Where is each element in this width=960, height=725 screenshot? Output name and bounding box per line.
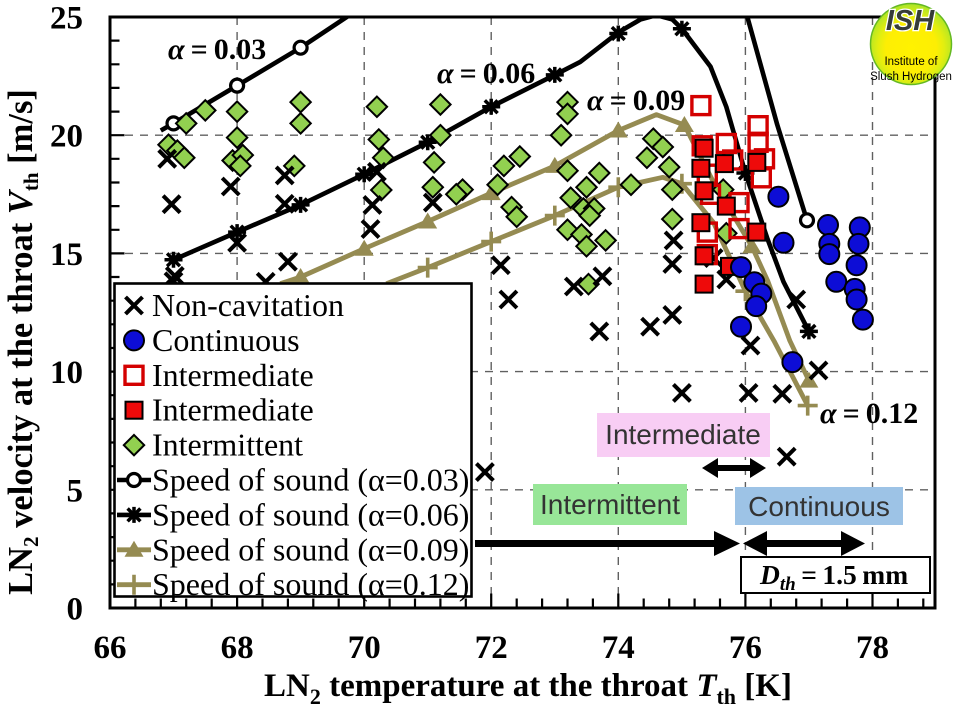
svg-text:72: 72 [475, 630, 508, 666]
svg-text:10: 10 [50, 355, 83, 391]
svg-text:66: 66 [94, 630, 127, 666]
svg-text:Continuous: Continuous [152, 322, 300, 358]
svg-text:5: 5 [67, 473, 84, 509]
svg-text:Slush Hydrogen: Slush Hydrogen [870, 71, 952, 83]
svg-text:α = 0.09: α = 0.09 [587, 84, 685, 117]
svg-text:20: 20 [50, 119, 83, 155]
svg-text:Speed of sound (α=0.03): Speed of sound (α=0.03) [152, 462, 469, 498]
svg-text:Speed of sound (α=0.06): Speed of sound (α=0.06) [152, 496, 469, 532]
svg-text:Intermediate: Intermediate [152, 392, 314, 428]
svg-text:Intermittent: Intermittent [152, 427, 303, 463]
svg-text:Intermediate: Intermediate [152, 357, 314, 393]
svg-text:0: 0 [67, 592, 84, 628]
svg-text:Institute of: Institute of [884, 56, 938, 68]
svg-text:α = 0.03: α = 0.03 [168, 33, 266, 66]
svg-text:15: 15 [50, 237, 83, 273]
svg-text:α = 0.06: α = 0.06 [437, 57, 535, 90]
svg-text:Intermittent: Intermittent [540, 489, 680, 520]
svg-text:LN2 temperature at the throat: LN2 temperature at the throat Tth [K] [264, 668, 792, 709]
svg-text:Speed of sound (α=0.12): Speed of sound (α=0.12) [152, 566, 469, 602]
svg-text:Continuous: Continuous [748, 491, 890, 522]
svg-text:74: 74 [602, 630, 635, 666]
svg-text:Non-cavitation: Non-cavitation [152, 287, 344, 323]
svg-text:ISH: ISH [886, 5, 935, 37]
svg-text:78: 78 [856, 630, 889, 666]
svg-text:70: 70 [348, 630, 381, 666]
svg-text:Speed of sound (α=0.09): Speed of sound (α=0.09) [152, 531, 469, 567]
svg-text:Dth = 1.5 mm: Dth = 1.5 mm [759, 559, 908, 595]
svg-text:25: 25 [50, 1, 83, 37]
svg-text:LN2 velocity at the throat Vth: LN2 velocity at the throat Vth [m/s] [2, 89, 43, 595]
svg-text:Intermediate: Intermediate [605, 419, 761, 450]
svg-text:68: 68 [221, 630, 254, 666]
svg-text:76: 76 [729, 630, 762, 666]
svg-text:α = 0.12: α = 0.12 [820, 397, 918, 430]
